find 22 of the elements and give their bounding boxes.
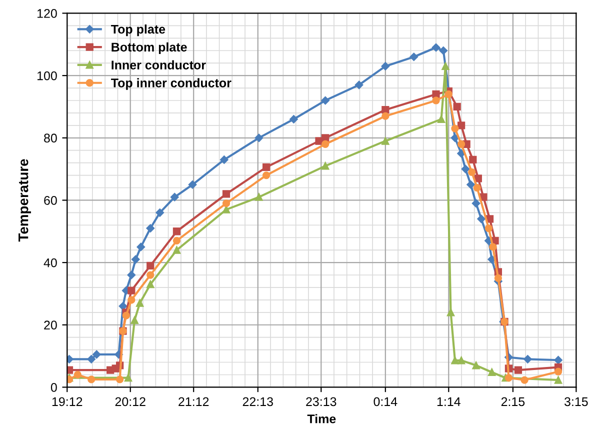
x-tick-label: 0:14 bbox=[374, 397, 398, 406]
y-tick-label: 60 bbox=[44, 196, 57, 205]
x-tick-label: 1:14 bbox=[437, 397, 460, 406]
legend-label: Top inner conductor bbox=[111, 78, 232, 90]
x-tick-label: 2:15 bbox=[501, 397, 525, 406]
legend-label: Bottom plate bbox=[112, 42, 187, 54]
legend-label: Inner conductor bbox=[112, 60, 206, 70]
x-tick-label: 3:15 bbox=[564, 397, 588, 406]
x-tick-label: 19:12 bbox=[52, 397, 82, 406]
y-tick-label: 40 bbox=[44, 258, 57, 268]
y-tick-label: 20 bbox=[44, 320, 57, 330]
legend-label: Top plate bbox=[111, 24, 166, 36]
y-axis-title: Temperature bbox=[18, 159, 31, 242]
y-tick-label: 0 bbox=[50, 383, 57, 392]
x-tick-label: 20:12 bbox=[115, 397, 146, 406]
x-tick-label: 23:13 bbox=[306, 397, 336, 406]
x-axis-title: Time bbox=[307, 414, 336, 424]
y-tick-label: 100 bbox=[38, 71, 57, 80]
x-tick-label: 22:13 bbox=[242, 397, 273, 406]
x-tick-label: 21:12 bbox=[178, 397, 209, 406]
y-tick-label: 120 bbox=[38, 9, 57, 18]
y-tick-label: 80 bbox=[44, 134, 57, 143]
